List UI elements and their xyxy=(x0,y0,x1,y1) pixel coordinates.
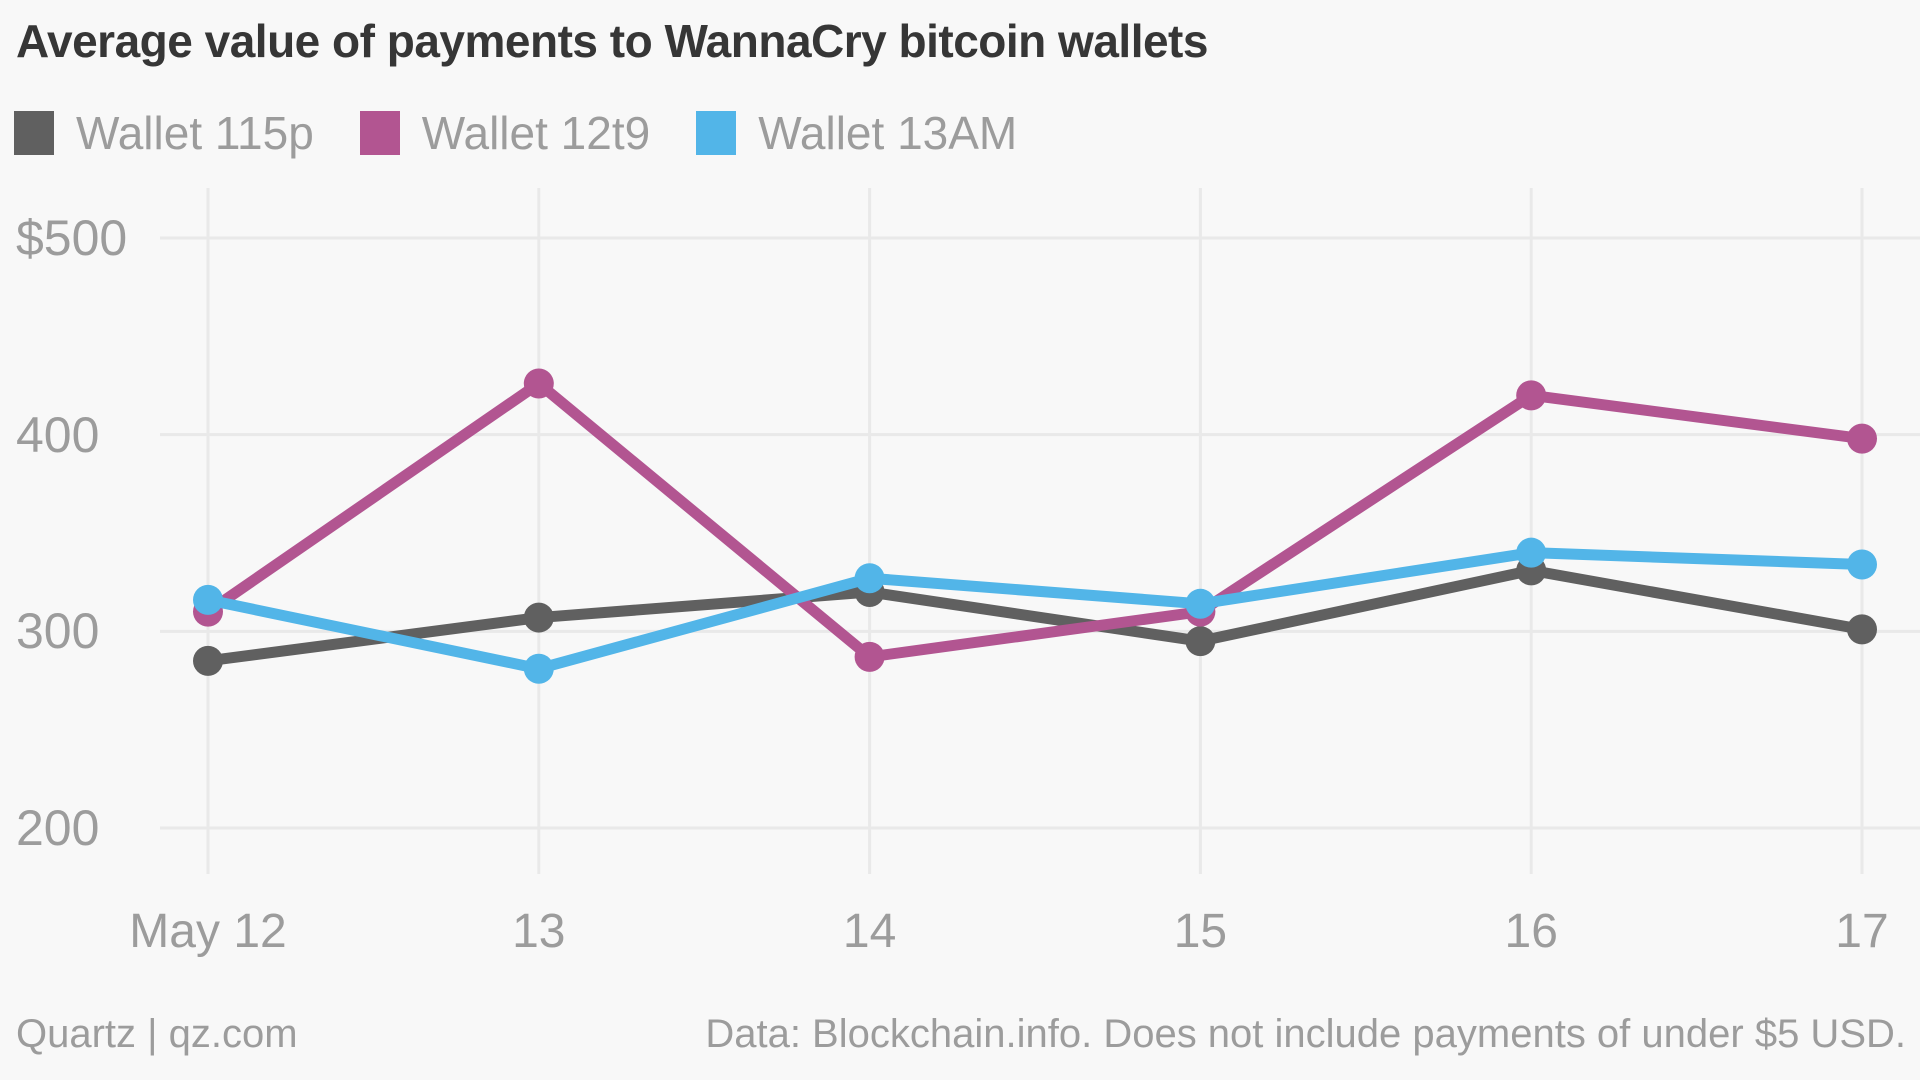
series-line-wallet-12t9 xyxy=(202,378,1868,663)
legend-swatch-wallet-12t9 xyxy=(359,111,400,155)
x-axis-tick-label: 17 xyxy=(1835,905,1889,958)
data-point-wallet-115p-13 xyxy=(523,602,554,633)
footer-attribution: Quartz | qz.com xyxy=(16,1012,298,1056)
data-point-wallet-13am-may-12 xyxy=(193,584,223,615)
data-point-wallet-13am-17 xyxy=(1847,549,1877,580)
page-title: Average value of payments to WannaCry bi… xyxy=(16,15,1208,67)
data-point-wallet-115p-15 xyxy=(1185,626,1216,657)
chart-legend: Wallet 115p Wallet 12t9 Wallet 13AM xyxy=(14,106,1017,160)
legend-label-wallet-13am: Wallet 13AM xyxy=(758,107,1018,159)
x-axis-tick-label: 13 xyxy=(512,905,566,958)
data-point-wallet-12t9-13 xyxy=(523,368,554,399)
data-point-wallet-12t9-17 xyxy=(1847,423,1877,454)
data-point-wallet-12t9-16 xyxy=(1516,380,1547,411)
x-axis-tick-label: 16 xyxy=(1504,905,1558,958)
data-point-wallet-13am-16 xyxy=(1516,537,1547,568)
x-axis-tick-label: May 12 xyxy=(129,905,287,958)
legend-swatch-wallet-115p xyxy=(14,111,54,155)
series-line-wallet-115p xyxy=(202,564,1868,667)
series-line-wallet-13am xyxy=(202,547,1868,675)
data-point-wallet-13am-15 xyxy=(1185,588,1216,619)
legend-item-wallet-13am: Wallet 13AM xyxy=(696,106,1017,160)
data-point-wallet-13am-13 xyxy=(523,653,554,684)
y-axis-tick-label: $500 xyxy=(16,210,128,266)
data-point-wallet-115p-may-12 xyxy=(193,645,223,676)
y-axis-tick-label: 200 xyxy=(16,800,100,856)
legend-item-wallet-12t9: Wallet 12t9 xyxy=(359,106,651,160)
x-axis-tick-label: 15 xyxy=(1173,905,1228,958)
legend-swatch-wallet-13am xyxy=(696,111,737,155)
data-point-wallet-13am-14 xyxy=(854,563,885,594)
legend-item-wallet-115p: Wallet 115p xyxy=(14,106,314,160)
data-point-wallet-12t9-14 xyxy=(854,641,885,672)
x-axis-tick-label: 14 xyxy=(842,905,897,958)
legend-label-wallet-115p: Wallet 115p xyxy=(76,107,314,159)
y-axis-tick-label: 400 xyxy=(16,406,100,463)
y-axis-tick-label: 300 xyxy=(16,603,100,660)
legend-label-wallet-12t9: Wallet 12t9 xyxy=(421,107,651,159)
footer-source-note: Data: Blockchain.info. Does not include … xyxy=(705,1012,1906,1056)
data-point-wallet-115p-17 xyxy=(1847,614,1877,645)
